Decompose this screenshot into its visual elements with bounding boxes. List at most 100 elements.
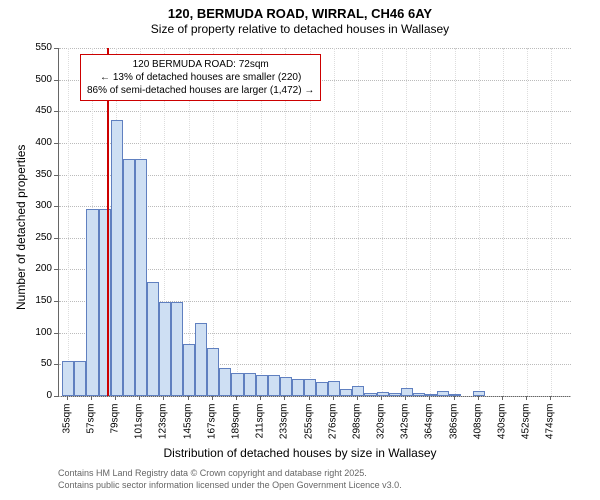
histogram-bar <box>413 393 425 396</box>
ytick-label: 150 <box>24 295 52 306</box>
ytick-mark <box>54 364 58 365</box>
ytick-label: 500 <box>24 74 52 85</box>
histogram-bar <box>195 323 207 396</box>
chart-title-line2: Size of property relative to detached ho… <box>0 22 600 40</box>
xtick-mark <box>309 396 310 400</box>
gridline-horizontal <box>59 143 571 144</box>
histogram-bar <box>244 373 256 396</box>
gridline-vertical <box>503 48 504 396</box>
histogram-bar <box>340 389 352 396</box>
chart-title-line1: 120, BERMUDA ROAD, WIRRAL, CH46 6AY <box>0 0 600 22</box>
xtick-mark <box>550 396 551 400</box>
histogram-bar <box>268 375 280 396</box>
ytick-mark <box>54 206 58 207</box>
histogram-bar <box>328 381 340 396</box>
gridline-vertical <box>358 48 359 396</box>
xtick-mark <box>212 396 213 400</box>
gridline-vertical <box>382 48 383 396</box>
histogram-bar <box>292 379 304 396</box>
ytick-label: 50 <box>24 358 52 369</box>
histogram-bar <box>401 388 413 396</box>
ytick-label: 550 <box>24 42 52 53</box>
histogram-bar <box>207 348 219 396</box>
xtick-label: 79sqm <box>110 404 121 444</box>
histogram-bar <box>473 391 485 396</box>
histogram-bar <box>171 302 183 396</box>
xtick-label: 408sqm <box>472 404 483 444</box>
xtick-label: 211sqm <box>255 404 266 444</box>
ytick-label: 450 <box>24 105 52 116</box>
histogram-bar <box>377 392 389 396</box>
gridline-vertical <box>551 48 552 396</box>
xtick-mark <box>478 396 479 400</box>
gridline-vertical <box>68 48 69 396</box>
xtick-label: 57sqm <box>85 404 96 444</box>
histogram-bar <box>231 373 243 396</box>
xtick-mark <box>333 396 334 400</box>
histogram-bar <box>219 368 231 396</box>
xtick-mark <box>188 396 189 400</box>
infobox-line2: ← 13% of detached houses are smaller (22… <box>87 71 314 84</box>
histogram-bar <box>364 393 376 396</box>
histogram-bar <box>111 120 123 396</box>
xtick-mark <box>260 396 261 400</box>
histogram-bar <box>123 159 135 396</box>
xtick-label: 298sqm <box>351 404 362 444</box>
ytick-mark <box>54 333 58 334</box>
histogram-bar <box>135 159 147 396</box>
histogram-bar <box>183 344 195 396</box>
ytick-label: 350 <box>24 169 52 180</box>
xtick-mark <box>139 396 140 400</box>
xtick-label: 233sqm <box>279 404 290 444</box>
xtick-mark <box>115 396 116 400</box>
xtick-label: 320sqm <box>376 404 387 444</box>
footnote-line2: Contains public sector information licen… <box>58 480 402 492</box>
xtick-label: 452sqm <box>521 404 532 444</box>
xtick-mark <box>429 396 430 400</box>
gridline-vertical <box>527 48 528 396</box>
histogram-bar <box>437 391 449 396</box>
ytick-label: 0 <box>24 390 52 401</box>
gridline-vertical <box>406 48 407 396</box>
xtick-mark <box>91 396 92 400</box>
histogram-bar <box>62 361 74 396</box>
histogram-bar <box>425 394 437 396</box>
chart-container: 120, BERMUDA ROAD, WIRRAL, CH46 6AY Size… <box>0 0 600 500</box>
xtick-label: 342sqm <box>400 404 411 444</box>
footnote-line1: Contains HM Land Registry data © Crown c… <box>58 468 402 480</box>
xtick-label: 386sqm <box>448 404 459 444</box>
gridline-vertical <box>455 48 456 396</box>
gridline-horizontal <box>59 396 571 397</box>
ytick-label: 250 <box>24 232 52 243</box>
property-info-box: 120 BERMUDA ROAD: 72sqm ← 13% of detache… <box>80 54 321 101</box>
xtick-mark <box>236 396 237 400</box>
xtick-label: 101sqm <box>134 404 145 444</box>
ytick-mark <box>54 269 58 270</box>
xtick-label: 189sqm <box>230 404 241 444</box>
ytick-label: 400 <box>24 137 52 148</box>
xtick-mark <box>526 396 527 400</box>
xtick-mark <box>502 396 503 400</box>
histogram-bar <box>316 382 328 396</box>
infobox-line1: 120 BERMUDA ROAD: 72sqm <box>87 58 314 71</box>
histogram-bar <box>449 394 461 396</box>
xtick-label: 474sqm <box>545 404 556 444</box>
histogram-bar <box>256 375 268 396</box>
histogram-bar <box>352 386 364 396</box>
x-axis-label: Distribution of detached houses by size … <box>0 446 600 460</box>
xtick-mark <box>381 396 382 400</box>
xtick-mark <box>454 396 455 400</box>
xtick-mark <box>284 396 285 400</box>
gridline-vertical <box>430 48 431 396</box>
ytick-mark <box>54 238 58 239</box>
ytick-label: 300 <box>24 200 52 211</box>
ytick-mark <box>54 175 58 176</box>
ytick-mark <box>54 48 58 49</box>
ytick-mark <box>54 396 58 397</box>
ytick-mark <box>54 301 58 302</box>
ytick-mark <box>54 143 58 144</box>
infobox-line3: 86% of semi-detached houses are larger (… <box>87 84 314 97</box>
xtick-label: 123sqm <box>158 404 169 444</box>
ytick-mark <box>54 80 58 81</box>
gridline-vertical <box>334 48 335 396</box>
